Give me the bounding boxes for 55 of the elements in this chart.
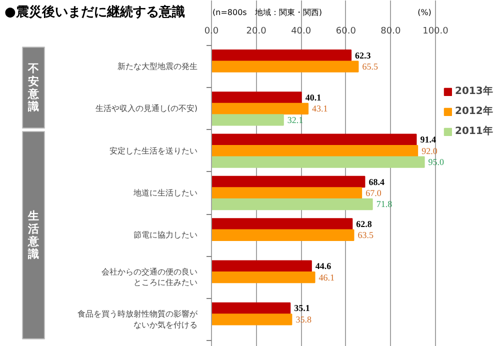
data-label: 35.1 bbox=[294, 303, 310, 314]
data-label: 91.4 bbox=[420, 134, 436, 145]
data-label: 43.1 bbox=[312, 104, 328, 114]
x-tick-label: 20.0 bbox=[246, 26, 267, 36]
y-tick-label: 節電に協力したい bbox=[134, 230, 198, 240]
bar bbox=[211, 60, 359, 72]
bar bbox=[211, 198, 373, 210]
text: 不安意識 bbox=[27, 62, 40, 114]
x-tick-label: 40.0 bbox=[291, 26, 312, 36]
data-label: 44.6 bbox=[315, 261, 332, 272]
data-label: 62.3 bbox=[355, 50, 372, 60]
bar bbox=[211, 229, 354, 241]
bar bbox=[211, 260, 312, 272]
bar bbox=[211, 156, 425, 168]
y-tick-label: 会社からの交通の便の良いところに住みたい bbox=[102, 267, 198, 288]
data-label: 71.8 bbox=[376, 199, 393, 210]
data-label: 35.8 bbox=[296, 314, 312, 324]
y-tick-label: 食品を買う時放射性物質の影響がないか気を付ける bbox=[78, 310, 198, 330]
y-tick-label: 地道に生活したい bbox=[132, 188, 198, 198]
legend-label: 2011年 bbox=[455, 124, 493, 138]
bar bbox=[211, 271, 316, 284]
y-tick-label: 安定した生活を送りたい bbox=[110, 146, 198, 156]
x-tick-label: 80.0 bbox=[380, 26, 401, 36]
bar bbox=[211, 187, 362, 199]
chart-subtitle: (n=800s 地域：関東・関西) bbox=[212, 8, 322, 17]
x-tick-label: 0.0 bbox=[204, 26, 219, 36]
legend-label: 2012年 bbox=[455, 104, 493, 118]
legend-label: 2013年 bbox=[455, 84, 493, 98]
y-tick-label: 生活や収入の見通し(の不安) bbox=[95, 104, 198, 114]
y-tick-label: 新たな大型地震の発生 bbox=[118, 62, 198, 72]
data-label: 68.4 bbox=[368, 176, 385, 187]
bar bbox=[211, 302, 291, 314]
x-tick-label: 60.0 bbox=[336, 26, 356, 36]
bar bbox=[211, 49, 352, 62]
bar bbox=[211, 145, 418, 157]
data-label: 32.1 bbox=[287, 114, 304, 125]
x-axis-title: (%) bbox=[418, 8, 432, 17]
bar bbox=[211, 176, 366, 188]
data-label: 65.5 bbox=[362, 62, 378, 72]
data-label: 92.0 bbox=[422, 146, 438, 156]
data-label: 62.8 bbox=[356, 218, 372, 229]
data-label: 63.5 bbox=[358, 230, 374, 240]
bar bbox=[211, 92, 302, 104]
data-label: 95.0 bbox=[428, 157, 445, 168]
text: 生活意識 bbox=[27, 210, 40, 261]
bar bbox=[211, 218, 353, 230]
x-tick-label: 100.0 bbox=[422, 26, 449, 36]
bar bbox=[211, 134, 417, 146]
bar bbox=[211, 114, 284, 126]
bar bbox=[211, 102, 309, 115]
bar bbox=[211, 314, 292, 326]
data-label: 46.1 bbox=[318, 272, 335, 282]
data-label: 40.1 bbox=[305, 92, 322, 102]
data-label: 67.0 bbox=[366, 188, 382, 198]
text: ●震災後いまだに継続する意識 bbox=[4, 4, 185, 20]
